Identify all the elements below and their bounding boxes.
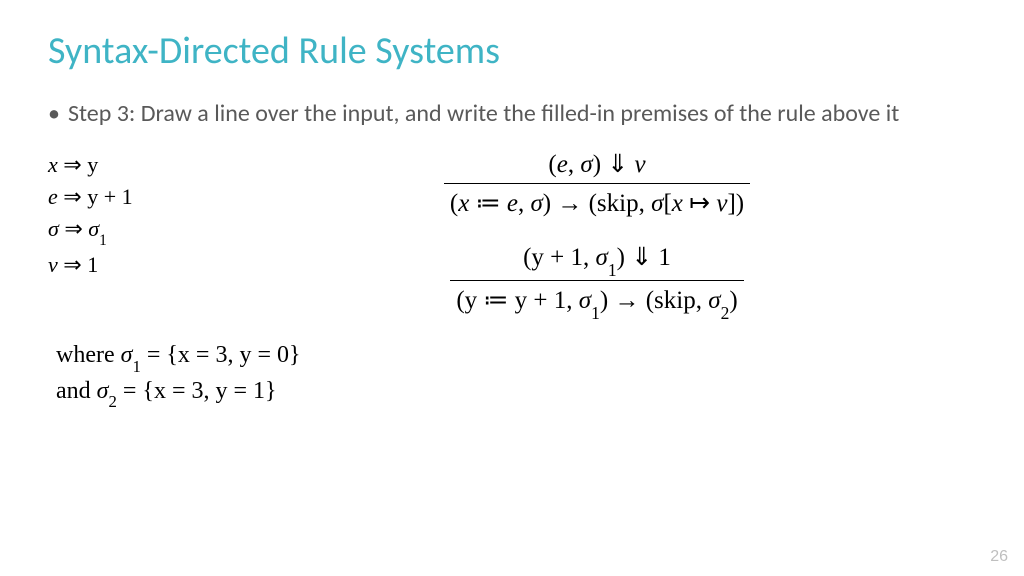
rule-line bbox=[444, 183, 750, 184]
inference-rule-instance: (y + 1, σ1) ⇓ 1 (y ≔ y + 1, σ1) → (skip,… bbox=[450, 240, 743, 321]
rule-premise: (y + 1, σ1) ⇓ 1 bbox=[517, 240, 677, 278]
substitution-list: x ⇒ y e ⇒ y + 1 σ ⇒ σ1 v ⇒ 1 bbox=[48, 147, 178, 280]
inference-rule-generic: (e, σ) ⇓ v (x ≔ e, σ) → (skip, σ[x ↦ v]) bbox=[444, 147, 750, 220]
substitution-item: e ⇒ y + 1 bbox=[48, 181, 178, 213]
rule-premise: (e, σ) ⇓ v bbox=[542, 147, 651, 181]
inference-rules: (e, σ) ⇓ v (x ≔ e, σ) → (skip, σ[x ↦ v])… bbox=[218, 147, 976, 321]
where-sigma1: where σ1 = {x = 3, y = 0} bbox=[56, 339, 976, 374]
where-clause: where σ1 = {x = 3, y = 0} and σ2 = {x = … bbox=[56, 339, 976, 410]
rule-line bbox=[450, 280, 743, 281]
substitution-item: x ⇒ y bbox=[48, 149, 178, 181]
page-number: 26 bbox=[990, 548, 1008, 566]
bullet-marker: • bbox=[48, 98, 60, 129]
step-bullet: • Step 3: Draw a line over the input, an… bbox=[48, 98, 976, 129]
bullet-text: Step 3: Draw a line over the input, and … bbox=[68, 98, 899, 129]
substitution-item: v ⇒ 1 bbox=[48, 249, 178, 281]
where-sigma2: and σ2 = {x = 3, y = 1} bbox=[56, 375, 976, 410]
substitution-item: σ ⇒ σ1 bbox=[48, 213, 178, 249]
rule-conclusion: (x ≔ e, σ) → (skip, σ[x ↦ v]) bbox=[444, 186, 750, 220]
rule-conclusion: (y ≔ y + 1, σ1) → (skip, σ2) bbox=[450, 283, 743, 321]
slide-title: Syntax-Directed Rule Systems bbox=[48, 28, 976, 74]
